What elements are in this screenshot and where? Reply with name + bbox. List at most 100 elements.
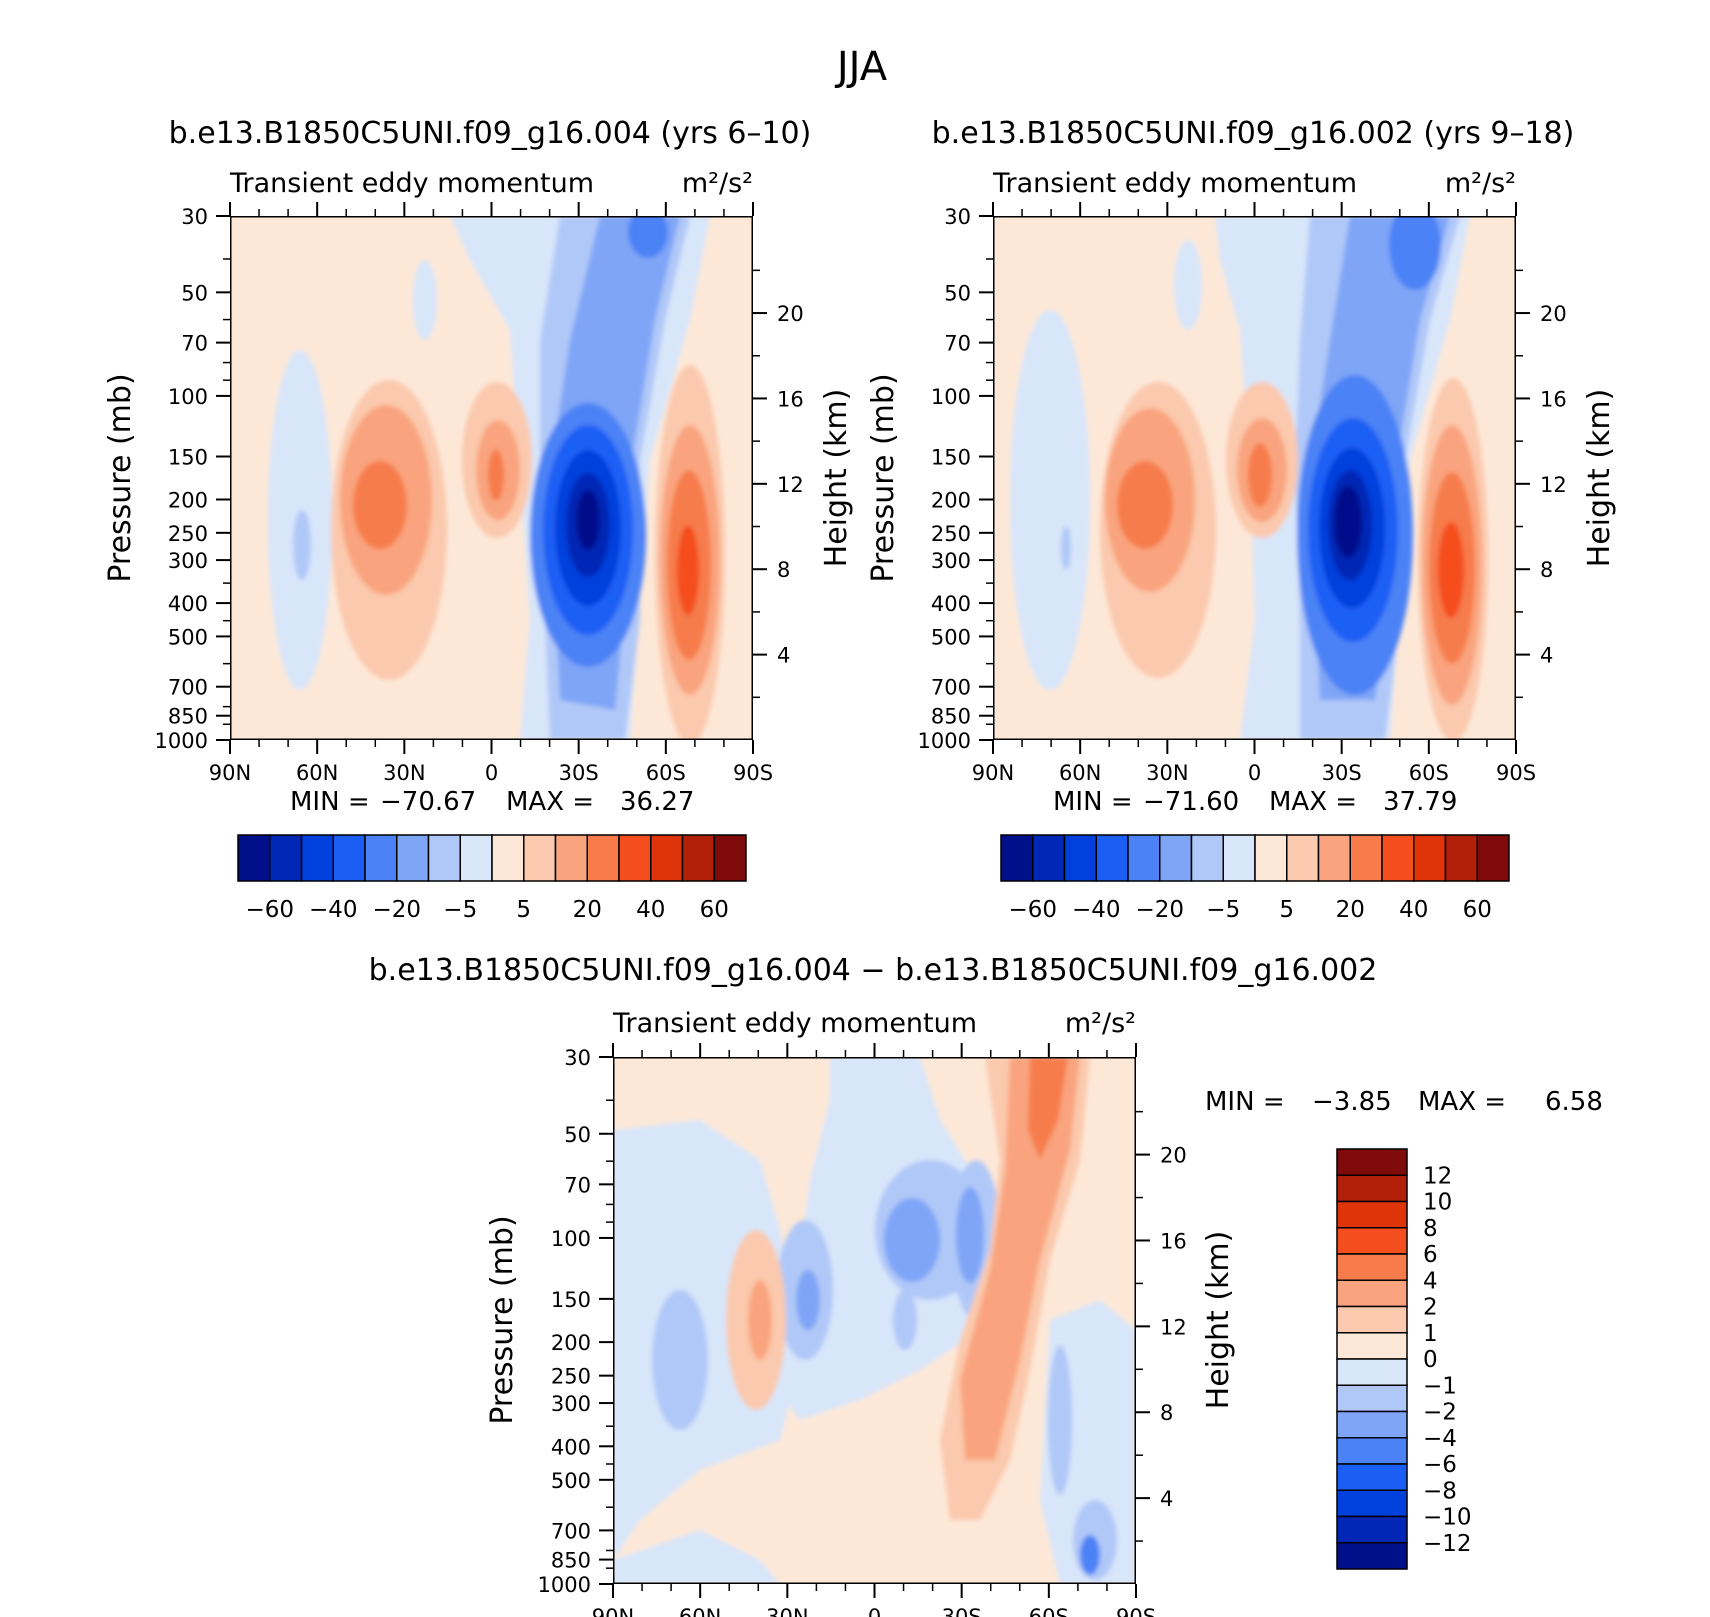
chart-panel-1: b.e13.B1850C5UNI.f09_g16.004 (yrs 6–10) …	[103, 116, 854, 923]
colorbar-box	[1336, 1410, 1408, 1439]
y-tick-label: 50	[181, 281, 208, 305]
x-tick-label: 90N	[592, 1605, 634, 1617]
y-tick-label: 30	[944, 205, 971, 229]
colorbar-box	[1476, 834, 1510, 882]
panel-1-colorbar: −60 −40 −20 −5 5 20 40 60	[237, 834, 747, 923]
colorbar-label: 8	[1423, 1216, 1438, 1242]
y-right-tick-label: 4	[1160, 1487, 1173, 1511]
colorbar-box	[1032, 834, 1066, 882]
colorbar-box	[1336, 1358, 1408, 1386]
colorbar-label: 40	[1399, 897, 1428, 923]
colorbar-label: 4	[1423, 1268, 1438, 1294]
x-tick-label: 30N	[766, 1605, 808, 1617]
colorbar-label: 5	[1279, 897, 1294, 923]
panel-1-max-label: MAX =	[506, 787, 594, 817]
y-right-tick-label: 8	[1540, 558, 1553, 582]
colorbar-box	[1336, 1384, 1408, 1413]
colorbar-box	[1336, 1542, 1408, 1570]
colorbar-label: 5	[516, 897, 531, 923]
colorbar-box	[237, 834, 271, 882]
panel-1-max-value: 36.27	[620, 787, 694, 817]
colorbar-box	[523, 834, 557, 882]
colorbar-label: −10	[1423, 1505, 1472, 1531]
colorbar-box	[618, 834, 652, 882]
y-tick-label: 150	[168, 446, 208, 470]
panel-3-title: b.e13.B1850C5UNI.f09_g16.004 − b.e13.B18…	[369, 953, 1378, 988]
colorbar-box	[1222, 834, 1256, 882]
y-right-tick-label: 20	[1540, 302, 1567, 326]
x-tick-label: 60N	[1059, 761, 1101, 785]
colorbar-box	[1336, 1489, 1408, 1518]
colorbar-box	[1336, 1227, 1408, 1255]
y-tick-label: 400	[931, 592, 971, 616]
y-tick-label: 100	[168, 385, 208, 409]
colorbar-label: −5	[1206, 897, 1240, 923]
panel-2-colorbar: −60 −40 −20 −5 5 20 40 60	[1000, 834, 1510, 923]
x-tick-label: 90S	[733, 761, 773, 785]
y-tick-label: 70	[944, 332, 971, 356]
chart-panel-3: b.e13.B1850C5UNI.f09_g16.004 − b.e13.B18…	[369, 953, 1603, 1617]
y-right-tick-label: 16	[1160, 1229, 1187, 1253]
y-tick-label: 250	[551, 1365, 591, 1389]
panel-2-subtitle: Transient eddy momentum	[992, 168, 1357, 199]
y-right-tick-label: 12	[1540, 473, 1567, 497]
colorbar-box	[1444, 834, 1478, 882]
y-tick-label: 50	[564, 1123, 591, 1147]
y-right-tick-label: 4	[1540, 644, 1553, 668]
colorbar-box	[1000, 834, 1034, 882]
panel-2-min-value: −71.60	[1143, 787, 1239, 817]
x-tick-label: 60N	[679, 1605, 721, 1617]
panel-2-max-label: MAX =	[1269, 787, 1357, 817]
panel-1-min-value: −70.67	[380, 787, 476, 817]
y-tick-label: 200	[168, 488, 208, 512]
colorbar-label: 12	[1423, 1163, 1452, 1189]
y-tick-label: 700	[931, 676, 971, 700]
x-tick-label: 30N	[383, 761, 425, 785]
colorbar-box	[300, 834, 334, 882]
colorbar-box	[1336, 1174, 1408, 1203]
colorbar-label: 20	[573, 897, 602, 923]
colorbar-label: 1	[1423, 1321, 1438, 1347]
colorbar-box	[1336, 1437, 1408, 1465]
y-right-tick-label: 4	[777, 644, 790, 668]
y-tick-label: 400	[168, 592, 208, 616]
colorbar-box	[1127, 834, 1161, 882]
colorbar-box	[1063, 834, 1097, 882]
y-tick-label: 1000	[918, 729, 971, 753]
colorbar-box	[1336, 1200, 1408, 1229]
x-tick-label: 60S	[1029, 1605, 1069, 1617]
colorbar-box	[1336, 1148, 1408, 1176]
colorbar-label: 2	[1423, 1295, 1438, 1321]
panel-1-ylabel-right: Height (km)	[819, 389, 854, 568]
panel-3-plot-area	[613, 1057, 1136, 1584]
y-right-tick-label: 20	[1160, 1144, 1187, 1168]
colorbar-box	[1381, 834, 1415, 882]
colorbar-box	[491, 834, 525, 882]
y-tick-label: 500	[931, 625, 971, 649]
y-tick-label: 50	[944, 281, 971, 305]
colorbar-box	[1254, 834, 1288, 882]
panel-1-subtitle: Transient eddy momentum	[229, 168, 594, 199]
colorbar-box	[1336, 1332, 1408, 1360]
y-tick-label: 500	[168, 625, 208, 649]
y-tick-label: 250	[931, 522, 971, 546]
y-tick-label: 100	[931, 385, 971, 409]
panel-3-ylabel: Pressure (mb)	[485, 1215, 520, 1424]
colorbar-box	[364, 834, 398, 882]
x-tick-label: 90S	[1496, 761, 1536, 785]
panel-3-units: m²/s²	[1065, 1008, 1136, 1039]
panel-1-plot-area	[230, 216, 753, 740]
colorbar-box	[650, 834, 684, 882]
colorbar-box	[1336, 1515, 1408, 1544]
colorbar-box	[554, 834, 588, 882]
colorbar-box	[1349, 834, 1383, 882]
y-tick-label: 300	[931, 549, 971, 573]
panel-2-min-label: MIN =	[1053, 787, 1133, 817]
panel-1-title: b.e13.B1850C5UNI.f09_g16.004 (yrs 6–10)	[169, 116, 812, 151]
x-tick-label: 90S	[1116, 1605, 1156, 1617]
panel-2-units: m²/s²	[1445, 168, 1516, 199]
colorbar-box	[586, 834, 620, 882]
panel-2-plot-area	[993, 216, 1516, 740]
